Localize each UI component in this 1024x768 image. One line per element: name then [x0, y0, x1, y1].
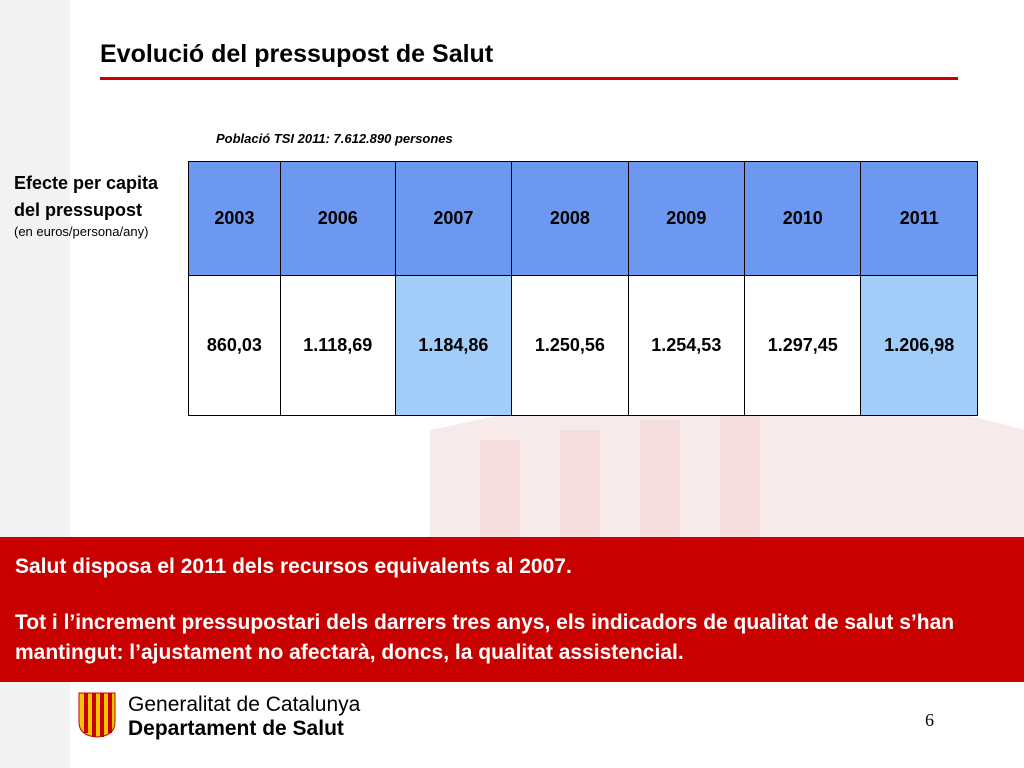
value-cell: 860,03 [188, 275, 281, 416]
conclusion-banner: Salut disposa el 2011 dels recursos equi… [0, 537, 1024, 682]
value-cell: 1.118,69 [279, 275, 396, 416]
row-label: Efecte per capita del pressupost (en eur… [14, 170, 184, 240]
table-value-row: 860,03 1.118,69 1.184,86 1.250,56 1.254,… [188, 275, 978, 416]
footer-organization: Generalitat de Catalunya Departament de … [128, 693, 360, 741]
value-cell: 1.254,53 [627, 275, 746, 416]
value-cell: 1.250,56 [511, 275, 629, 416]
year-cell: 2010 [744, 161, 862, 276]
page-number: 6 [925, 710, 934, 730]
table-header-row: 2003 2006 2007 2008 2009 2010 2011 [188, 161, 978, 276]
generalitat-logo-icon [78, 692, 116, 738]
year-cell: 2011 [860, 161, 978, 276]
value-cell-highlighted: 1.184,86 [394, 275, 513, 416]
year-cell: 2007 [394, 161, 513, 276]
banner-line-2: Tot i l’increment pressupostari dels dar… [15, 611, 955, 664]
year-cell: 2006 [279, 161, 396, 276]
org-name: Generalitat de Catalunya [128, 693, 361, 716]
page-title: Evolució del pressupost de Salut [100, 40, 494, 68]
title-divider [100, 77, 958, 80]
row-label-main: Efecte per capita del pressupost [14, 173, 159, 220]
value-cell-highlighted: 1.206,98 [860, 275, 978, 416]
year-cell: 2009 [627, 161, 746, 276]
year-cell: 2003 [188, 161, 281, 276]
year-cell: 2008 [511, 161, 629, 276]
population-note: Població TSI 2011: 7.612.890 persones [216, 131, 453, 146]
banner-line-1: Salut disposa el 2011 dels recursos equi… [15, 555, 572, 578]
value-cell: 1.297,45 [744, 275, 862, 416]
row-label-sub: (en euros/persona/any) [14, 224, 149, 239]
department-name: Departament de Salut [128, 717, 344, 740]
budget-table: 2003 2006 2007 2008 2009 2010 2011 860,0… [188, 161, 978, 416]
